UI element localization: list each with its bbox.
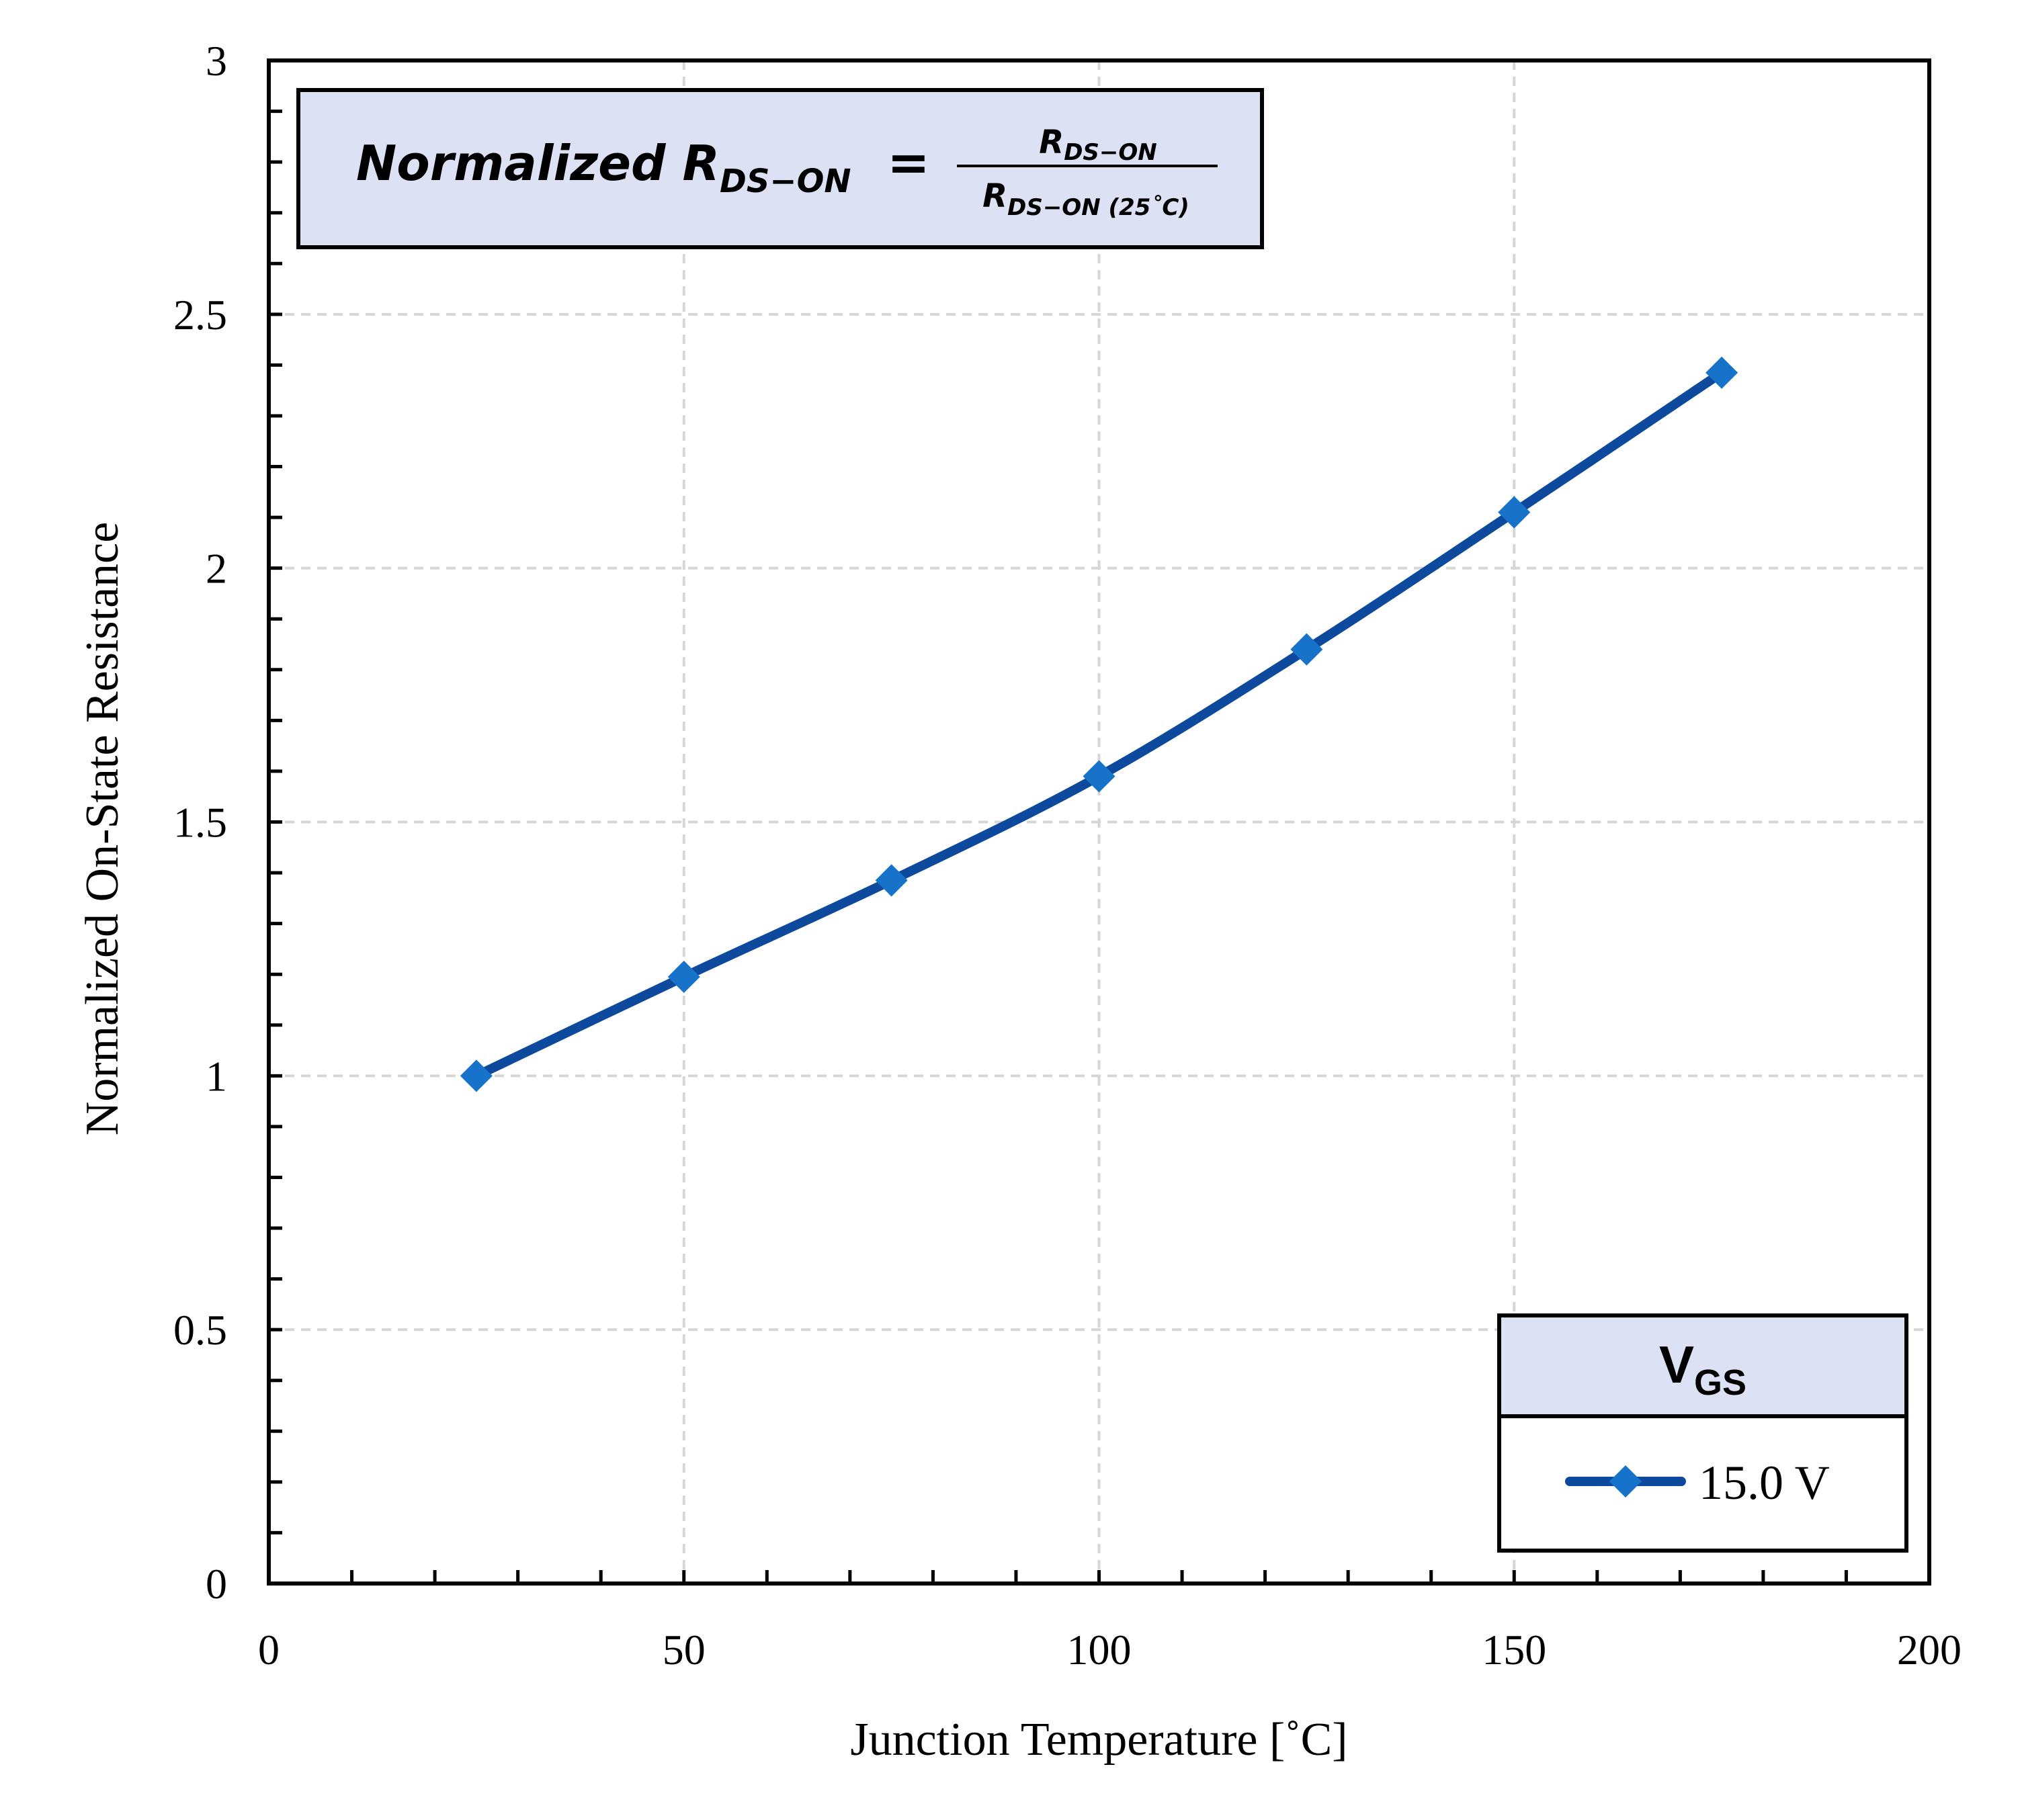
- x-tick-label: 0: [258, 1626, 280, 1674]
- data-point-marker: [1705, 356, 1738, 389]
- formula-annotation: Normalized RDS−ON = RDS−ON RDS−ON (25˚C): [296, 88, 1264, 249]
- y-tick-label: 2.5: [173, 291, 227, 339]
- x-tick-label: 100: [1067, 1626, 1132, 1674]
- formula-denominator: RDS−ON (25˚C): [982, 177, 1189, 221]
- x-axis-title: Junction Temperature [˚C]: [850, 1714, 1347, 1766]
- x-tick-label: 150: [1482, 1626, 1546, 1674]
- y-tick-label: 0: [206, 1560, 227, 1608]
- y-tick-label: 0.5: [173, 1306, 227, 1354]
- formula-num-sub: DS−ON: [1064, 139, 1157, 166]
- formula-numerator: RDS−ON: [1039, 124, 1157, 166]
- formula-lhs-sub: DS−ON: [720, 163, 851, 200]
- x-tick-label: 200: [1897, 1626, 1962, 1674]
- legend: VGS 15.0 V: [1497, 1313, 1908, 1553]
- formula-den-sub: DS−ON (25˚C): [1007, 194, 1189, 221]
- data-point-marker: [1498, 496, 1531, 529]
- formula-den-text: R: [982, 177, 1007, 215]
- formula-num-text: R: [1039, 124, 1064, 161]
- grid-lines: [269, 60, 1929, 1584]
- y-tick-label: 2: [206, 545, 227, 593]
- plot-area-frame: [267, 58, 1931, 1586]
- tick-labels: 0 0.5 1 1.5 2 2.5 3 0 50 100 150 200: [173, 37, 1962, 1674]
- legend-title-main: V: [1659, 1335, 1694, 1394]
- legend-title: VGS: [1659, 1335, 1746, 1403]
- minor-ticks: [269, 110, 1848, 1584]
- y-tick-label: 3: [206, 37, 227, 85]
- formula-lhs: Normalized RDS−ON: [356, 135, 851, 200]
- y-tick-label: 1: [206, 1052, 227, 1100]
- legend-title-sub: GS: [1694, 1362, 1746, 1403]
- y-axis-title: Normalized On-State Resistance: [77, 522, 128, 1136]
- formula-lhs-text: Normalized R: [356, 135, 720, 191]
- legend-entry-label: 15.0 V: [1699, 1456, 1830, 1510]
- formula-box: [296, 88, 1264, 249]
- x-tick-label: 50: [663, 1626, 706, 1674]
- formula-equals: =: [887, 132, 930, 192]
- legend-title-box: [1497, 1313, 1908, 1418]
- y-tick-label: 1.5: [173, 799, 227, 847]
- legend-series-marker: [1609, 1465, 1642, 1498]
